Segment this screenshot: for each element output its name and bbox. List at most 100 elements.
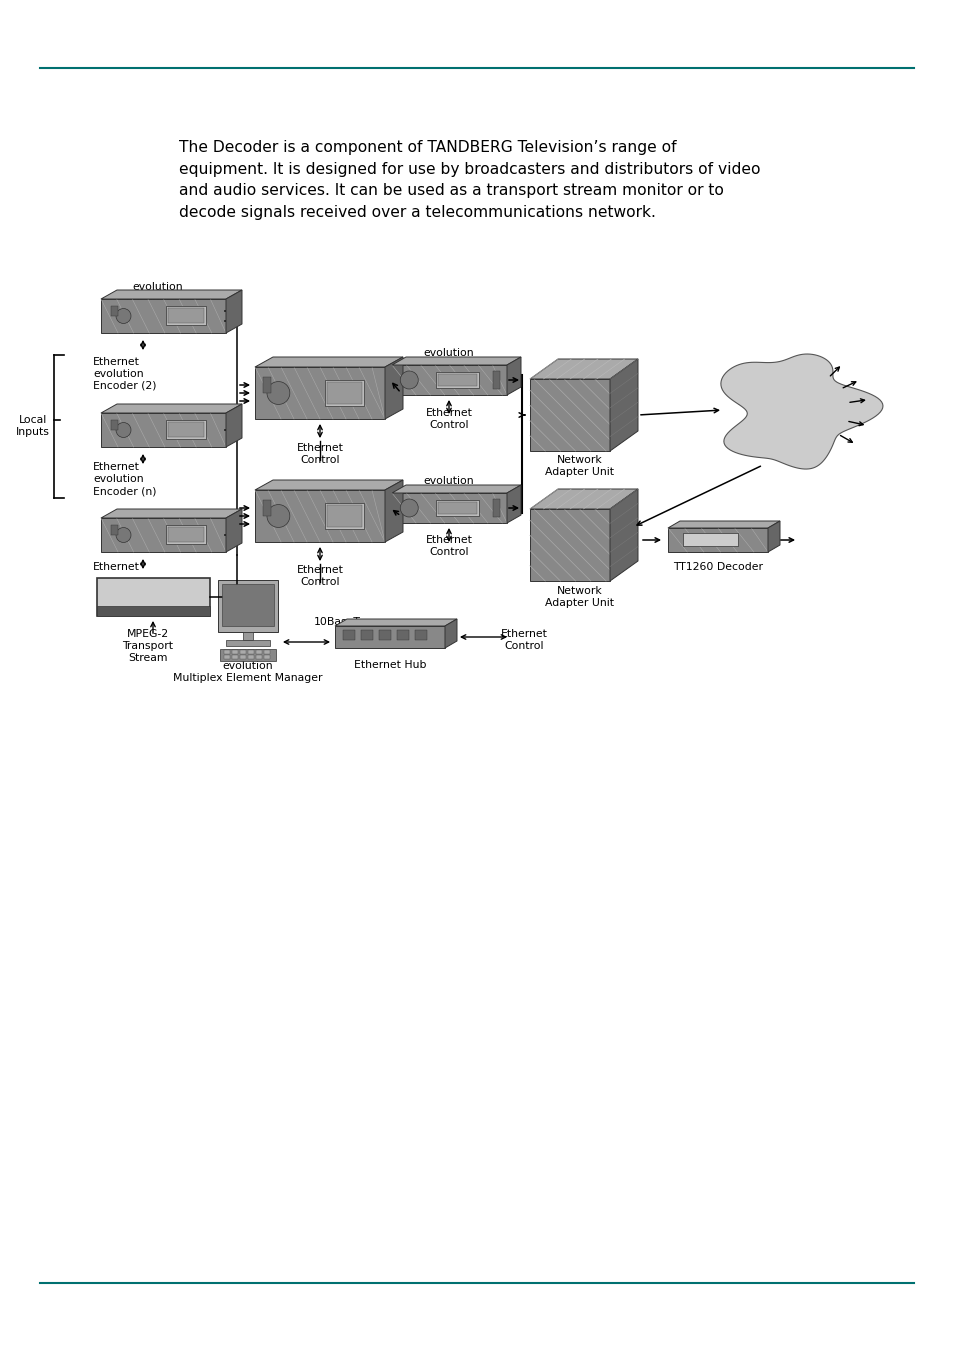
- Bar: [415, 630, 427, 640]
- Bar: [327, 505, 362, 527]
- Bar: [243, 632, 253, 640]
- Text: 10BaseT: 10BaseT: [314, 617, 360, 627]
- Bar: [325, 503, 364, 530]
- Bar: [667, 528, 767, 553]
- Bar: [254, 367, 385, 419]
- Bar: [436, 372, 479, 388]
- Text: Transport Stream: Transport Stream: [104, 584, 202, 594]
- Text: Ethernet: Ethernet: [500, 630, 547, 639]
- Text: Modulator (Standby): Modulator (Standby): [393, 488, 504, 499]
- Bar: [360, 630, 373, 640]
- Polygon shape: [385, 357, 402, 419]
- Text: Encoder (n): Encoder (n): [92, 486, 156, 496]
- Bar: [166, 526, 206, 544]
- Bar: [254, 490, 385, 542]
- Text: Inputs: Inputs: [16, 427, 50, 436]
- Polygon shape: [101, 290, 242, 299]
- Text: evolution: evolution: [294, 481, 345, 490]
- Text: Stream: Stream: [128, 653, 168, 663]
- Text: evolution: evolution: [92, 474, 144, 484]
- Bar: [396, 630, 409, 640]
- Text: Processor: Processor: [125, 596, 180, 607]
- Bar: [166, 307, 206, 326]
- Polygon shape: [335, 619, 456, 626]
- Circle shape: [116, 527, 131, 543]
- Text: Local: Local: [19, 415, 47, 426]
- Text: Control: Control: [429, 547, 468, 557]
- Polygon shape: [101, 509, 242, 517]
- Polygon shape: [720, 354, 882, 469]
- Text: Encoder (1): Encoder (1): [126, 295, 190, 304]
- Bar: [493, 499, 499, 517]
- Bar: [343, 630, 355, 640]
- Text: evolution: evolution: [92, 369, 144, 380]
- Text: Ethernet: Ethernet: [92, 462, 140, 471]
- Bar: [220, 648, 275, 661]
- Polygon shape: [767, 521, 780, 553]
- Bar: [232, 650, 237, 654]
- Text: The Decoder is a component of TANDBERG Television’s range of
equipment. It is de: The Decoder is a component of TANDBERG T…: [179, 141, 760, 220]
- Bar: [240, 650, 246, 654]
- Text: evolution: evolution: [132, 282, 183, 292]
- Bar: [264, 655, 270, 659]
- Bar: [335, 626, 444, 648]
- Polygon shape: [444, 619, 456, 648]
- Text: Network: Network: [557, 586, 602, 596]
- Polygon shape: [101, 404, 242, 413]
- Circle shape: [267, 504, 290, 527]
- Circle shape: [116, 423, 131, 438]
- Bar: [111, 524, 118, 535]
- Bar: [97, 578, 210, 616]
- Text: Control: Control: [300, 577, 339, 586]
- Circle shape: [267, 381, 290, 404]
- Bar: [222, 584, 274, 626]
- Text: Ethernet: Ethernet: [296, 443, 343, 453]
- Bar: [530, 509, 609, 581]
- Bar: [530, 380, 609, 451]
- Text: Multiplexer (Standby): Multiplexer (Standby): [261, 493, 378, 503]
- Polygon shape: [530, 359, 638, 380]
- Text: Transport: Transport: [122, 640, 173, 651]
- Text: Ethernet: Ethernet: [92, 562, 140, 571]
- Polygon shape: [609, 359, 638, 451]
- Text: Ethernet: Ethernet: [92, 357, 140, 367]
- Bar: [97, 607, 210, 616]
- Text: Encoder (2): Encoder (2): [92, 381, 156, 390]
- Text: Ethernet: Ethernet: [425, 535, 472, 544]
- Bar: [101, 517, 226, 553]
- Text: MPEG-2: MPEG-2: [127, 630, 169, 639]
- Text: Adapter Unit: Adapter Unit: [545, 598, 614, 608]
- Bar: [262, 500, 271, 516]
- Polygon shape: [254, 480, 402, 490]
- Polygon shape: [530, 489, 638, 509]
- Bar: [255, 655, 262, 659]
- Text: Control: Control: [429, 420, 468, 430]
- Circle shape: [116, 308, 131, 323]
- Bar: [226, 640, 270, 646]
- Bar: [378, 630, 391, 640]
- Text: Modulator (Main): Modulator (Main): [402, 359, 495, 370]
- Bar: [111, 420, 118, 430]
- Text: evolution: evolution: [423, 349, 474, 358]
- Bar: [327, 382, 362, 404]
- Text: evolution: evolution: [294, 358, 345, 367]
- Polygon shape: [226, 404, 242, 447]
- Bar: [111, 305, 118, 316]
- Text: Control: Control: [300, 455, 339, 465]
- Polygon shape: [609, 489, 638, 581]
- Polygon shape: [385, 480, 402, 542]
- Text: Telecommunications: Telecommunications: [735, 397, 845, 407]
- Bar: [166, 420, 206, 439]
- Bar: [168, 308, 204, 323]
- Bar: [218, 580, 277, 632]
- Bar: [255, 650, 262, 654]
- Text: Network: Network: [767, 409, 813, 419]
- Bar: [101, 413, 226, 447]
- Text: Ethernet: Ethernet: [296, 565, 343, 576]
- Text: Multiplexer (Main): Multiplexer (Main): [271, 370, 369, 380]
- Bar: [224, 650, 230, 654]
- Polygon shape: [226, 290, 242, 332]
- Bar: [392, 493, 506, 523]
- Bar: [248, 650, 253, 654]
- Text: Ethernet Hub: Ethernet Hub: [354, 661, 426, 670]
